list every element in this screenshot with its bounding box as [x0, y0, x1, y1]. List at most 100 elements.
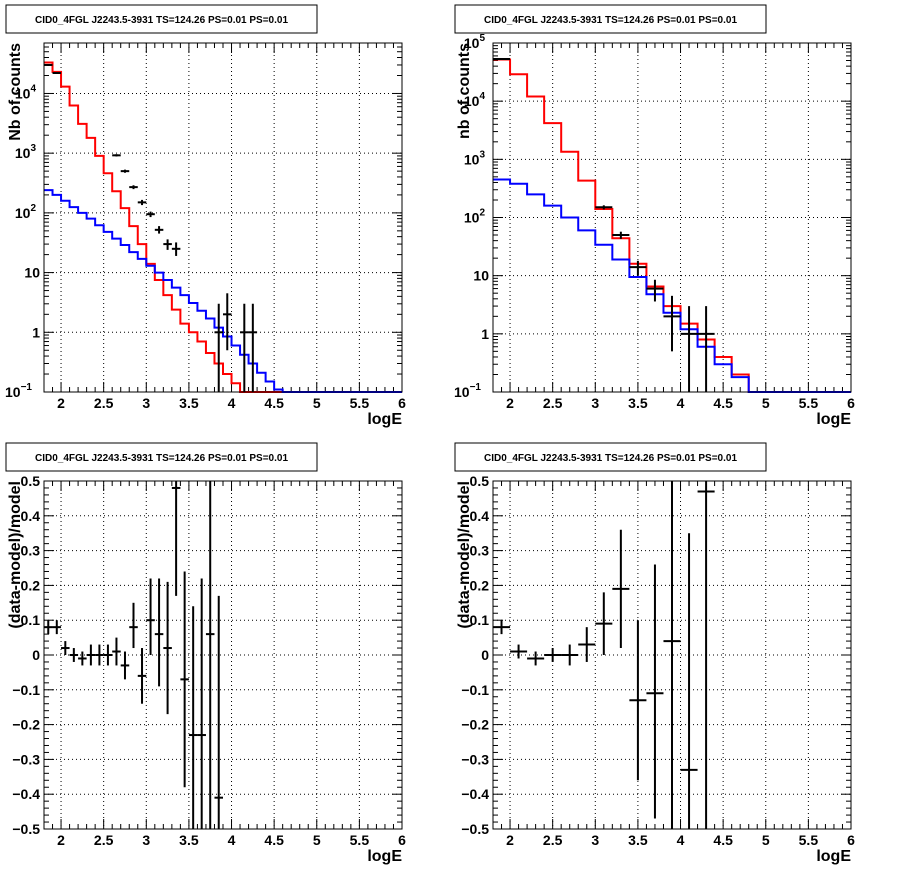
data-point: [163, 239, 172, 250]
data-point: [663, 481, 681, 829]
data-point: [52, 72, 62, 75]
x-tick-label: 3: [591, 395, 599, 411]
y-tick-label: −0.2: [12, 717, 40, 733]
chart-panel-2: 2 2.5 3 3.5 4 4.5 5 5.5 610−1110102103104105logE…: [454, 4, 855, 428]
x-tick-label: 3: [591, 832, 599, 848]
y-tick-label: 0.2: [21, 577, 41, 593]
chart-title-box: [454, 4, 767, 34]
chart-panel-4: 2 2.5 3 3.5 4 4.5 5 5.5 6 −0.5 −0.4 −0.3 −0.2 −0.1 0 0.…: [454, 442, 855, 865]
data-point: [493, 58, 511, 61]
x-tick-label: 2: [57, 832, 65, 848]
data-point: [120, 651, 130, 680]
y-tick-label: −0.4: [461, 786, 489, 802]
y-tick-label: 0.1: [470, 612, 490, 628]
x-tick-label: 5: [313, 832, 321, 848]
data-point: [171, 481, 181, 596]
y-tick-label: 0.3: [21, 543, 41, 559]
data-point: [214, 595, 223, 829]
y-tick-label: 10: [24, 265, 40, 281]
y-tick-exponent: 4: [30, 83, 36, 94]
data-point: [129, 185, 138, 190]
chart-title-box: [5, 4, 318, 34]
data-point: [493, 620, 511, 635]
y-tick-label: −0.3: [461, 751, 489, 767]
x-tick-label: 5.5: [799, 395, 819, 411]
y-tick-label: 0: [32, 647, 40, 663]
y-tick-label: 0.4: [21, 508, 41, 524]
data-point: [197, 578, 206, 829]
data-point: [69, 648, 79, 662]
x-tick-label: 4: [677, 395, 685, 411]
data-point: [95, 644, 104, 666]
y-tick-exponent: 3: [30, 143, 36, 154]
x-tick-label: 3.5: [628, 832, 648, 848]
y-tick-label: 1: [32, 324, 40, 340]
data-point: [527, 651, 545, 666]
data-point: [561, 644, 579, 666]
data-point: [680, 533, 698, 829]
chart-title-box: [5, 442, 318, 472]
data-point: [240, 303, 249, 392]
x-tick-label: 5: [762, 832, 770, 848]
y-axis-title: (data-model)/model: [7, 481, 24, 629]
x-tick-label: 2: [57, 395, 65, 411]
plot-frame: [492, 42, 852, 393]
data-point: [44, 620, 53, 635]
y-tick-label: −0.5: [461, 821, 489, 837]
data-point: [171, 242, 181, 256]
data-point: [120, 169, 130, 173]
data-point: [146, 578, 155, 655]
data-point: [510, 644, 528, 659]
y-tick-label: 0.1: [21, 612, 41, 628]
y-tick-label: 1: [481, 326, 489, 342]
y-tick-label: 0: [481, 647, 489, 663]
y-tick-exponent: 2: [30, 203, 36, 214]
x-tick-label: 5.5: [350, 395, 370, 411]
data-point: [629, 260, 647, 276]
x-axis-title: logE: [367, 848, 402, 865]
data-point: [697, 481, 715, 829]
series-2-histogram: [493, 178, 851, 393]
data-point: [697, 306, 715, 392]
x-tick-label: 3.5: [179, 832, 199, 848]
y-tick-exponent: −1: [470, 382, 482, 393]
chart-title: CID0_4FGL J2243.5-3931 TS=124.26 PS=0.01…: [35, 15, 288, 26]
data-point: [188, 606, 198, 829]
series-2-histogram: [44, 189, 402, 393]
data-point: [578, 627, 596, 662]
chart-panel-3: 2 2.5 3 3.5 4 4.5 5 5.5 6 −0.5 −0.4 −0.3 −0.2 −0.1 0 0.…: [5, 442, 406, 865]
x-tick-label: 2: [506, 395, 514, 411]
data-point: [52, 620, 62, 635]
data-point: [86, 644, 96, 666]
y-tick-label: 10−1: [454, 382, 481, 400]
data-point: [205, 481, 215, 829]
y-tick-label: 102: [464, 208, 486, 226]
plot-frame: [43, 42, 403, 393]
x-tick-label: 3: [142, 395, 150, 411]
y-tick-label: −0.1: [461, 682, 489, 698]
y-tick-exponent: −1: [21, 382, 33, 393]
x-tick-label: 6: [398, 832, 406, 848]
x-tick-label: 2: [506, 832, 514, 848]
y-tick-exponent: 2: [479, 208, 485, 219]
data-point: [163, 581, 172, 715]
x-tick-label: 2.5: [543, 395, 563, 411]
x-tick-label: 4: [677, 832, 685, 848]
plot-frame: [43, 480, 403, 830]
chart-panel-1: 2 2.5 3 3.5 4 4.5 5 5.5 610−1110102103104logENb …: [5, 4, 406, 428]
x-axis-title: logE: [816, 411, 851, 428]
data-point: [112, 637, 121, 666]
data-point: [612, 529, 630, 649]
x-tick-label: 5: [313, 395, 321, 411]
y-tick-label: 10−1: [5, 382, 32, 400]
x-tick-label: 5: [762, 395, 770, 411]
data-point: [248, 303, 258, 392]
series-1-histogram: [44, 61, 402, 393]
y-tick-exponent: 5: [479, 33, 485, 44]
data-point: [646, 279, 664, 302]
y-tick-label: −0.4: [12, 786, 40, 802]
chart-title: CID0_4FGL J2243.5-3931 TS=124.26 PS=0.01…: [484, 453, 737, 464]
y-tick-label: −0.3: [12, 751, 40, 767]
x-tick-label: 4: [228, 832, 236, 848]
data-point: [137, 199, 147, 206]
